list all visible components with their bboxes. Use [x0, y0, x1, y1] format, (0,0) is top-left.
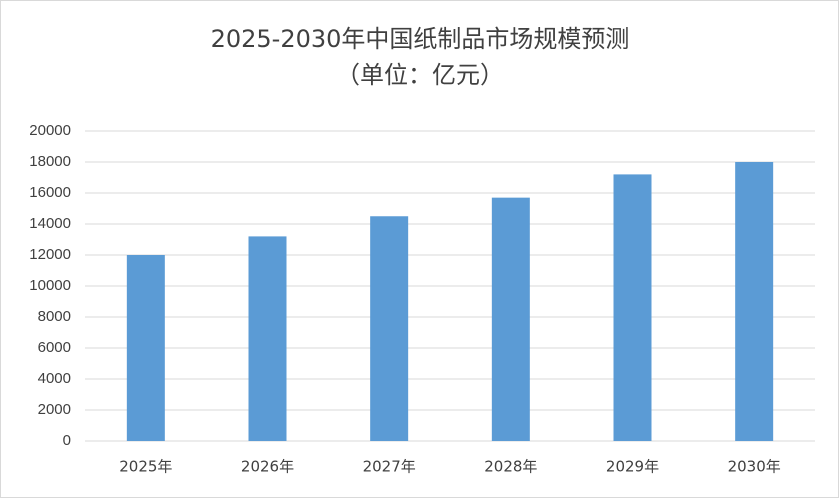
bar — [370, 216, 409, 441]
x-tick-label: 2026年 — [241, 458, 294, 476]
y-tick-label: 12000 — [29, 246, 71, 263]
bar — [126, 255, 165, 441]
x-tick-label: 2028年 — [484, 458, 537, 476]
y-tick-label: 16000 — [29, 184, 71, 201]
y-tick-label: 4000 — [38, 370, 71, 387]
y-tick-label: 2000 — [38, 401, 71, 418]
y-tick-label: 6000 — [38, 339, 71, 356]
y-tick-label: 14000 — [29, 215, 71, 232]
x-tick-label: 2030年 — [728, 458, 781, 476]
chart-subtitle: （单位：亿元） — [336, 61, 504, 89]
x-tick-label: 2025年 — [119, 458, 172, 476]
y-tick-label: 20000 — [29, 122, 71, 139]
y-tick-label: 18000 — [29, 153, 71, 170]
bar — [248, 236, 287, 441]
chart-title: 2025-2030年中国纸制品市场规模预测 — [211, 25, 630, 53]
y-tick-label: 10000 — [29, 277, 71, 294]
bar — [491, 197, 530, 441]
bar — [613, 174, 652, 441]
bar — [735, 162, 774, 441]
y-tick-label: 0 — [63, 432, 71, 449]
x-tick-label: 2029年 — [606, 458, 659, 476]
y-tick-label: 8000 — [38, 308, 71, 325]
x-tick-label: 2027年 — [363, 458, 416, 476]
